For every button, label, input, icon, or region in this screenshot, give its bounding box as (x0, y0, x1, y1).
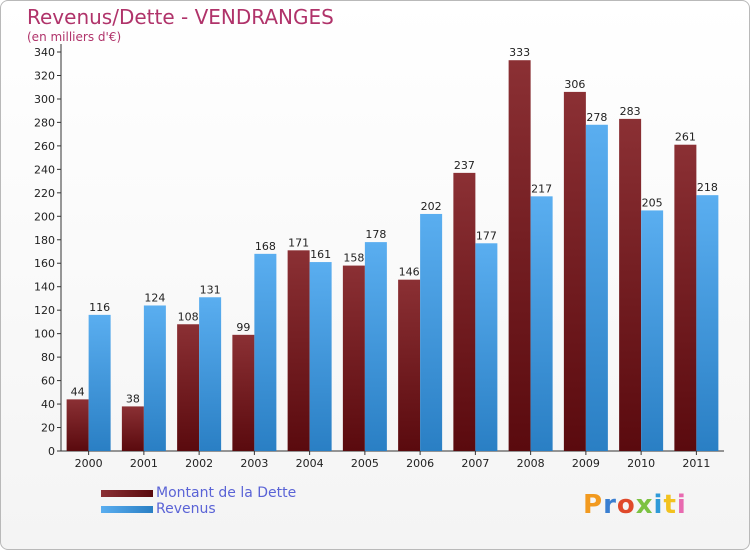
data-label-revenue: 178 (365, 228, 386, 241)
logo-letter: t (663, 490, 677, 520)
bar-revenue (88, 314, 111, 451)
data-label-debt: 237 (454, 159, 475, 172)
x-tick-label: 2002 (185, 457, 213, 470)
data-label-debt: 99 (236, 321, 250, 334)
y-tick-label: 200 (34, 210, 55, 223)
data-label-debt: 171 (288, 236, 309, 249)
bar-revenue (530, 196, 553, 451)
logo-letter: r (603, 490, 617, 520)
bar-revenue (143, 305, 166, 451)
x-tick-label: 2004 (296, 457, 324, 470)
data-label-debt: 146 (399, 266, 420, 279)
y-tick-label: 80 (41, 351, 55, 364)
y-tick-label: 220 (34, 187, 55, 200)
data-label-revenue: 205 (642, 196, 663, 209)
chart-bars (66, 60, 719, 452)
data-label-revenue: 168 (255, 240, 276, 253)
x-tick-label: 2011 (682, 457, 710, 470)
y-tick-label: 120 (34, 304, 55, 317)
x-tick-label: 2005 (351, 457, 379, 470)
bar-revenue (420, 213, 443, 451)
data-label-revenue: 217 (531, 182, 552, 195)
y-tick-label: 300 (34, 93, 55, 106)
x-tick-label: 2008 (517, 457, 545, 470)
y-tick-label: 240 (34, 163, 55, 176)
bar-debt (232, 334, 255, 451)
data-label-revenue: 116 (89, 301, 110, 314)
y-tick-label: 0 (48, 445, 55, 458)
logo-letter: i (676, 490, 687, 520)
data-label-debt: 108 (178, 310, 199, 323)
y-tick-label: 20 (41, 422, 55, 435)
bar-revenue (254, 253, 277, 451)
data-label-debt: 283 (620, 105, 641, 118)
bar-debt (398, 279, 421, 451)
y-tick-label: 140 (34, 281, 55, 294)
data-label-debt: 158 (343, 252, 364, 265)
y-tick-label: 160 (34, 257, 55, 270)
bar-revenue (696, 195, 719, 451)
chart-axes: 0 20 40 60 80 100 120 140 160 180 200 220 240 260 280 3… (34, 44, 724, 470)
logo-letter: o (616, 490, 636, 520)
chart-title: Revenus/Dette - VENDRANGES (27, 5, 334, 29)
bar-revenue (641, 210, 664, 451)
x-tick-label: 2006 (406, 457, 434, 470)
bar-debt (121, 406, 144, 451)
legend-label-debt: Montant de la Dette (156, 485, 297, 501)
data-label-debt: 44 (71, 385, 85, 398)
data-label-revenue: 161 (310, 248, 331, 261)
data-label-debt: 306 (564, 78, 585, 91)
y-tick-label: 340 (34, 46, 55, 59)
bar-debt (508, 60, 531, 451)
bar-revenue (199, 297, 222, 451)
y-tick-label: 320 (34, 69, 55, 82)
bar-revenue (585, 124, 608, 452)
bar-revenue (364, 242, 387, 451)
data-label-revenue: 202 (421, 200, 442, 213)
proxiti-logo: Proxiti (583, 490, 687, 520)
chart-subtitle: (en milliers d'€) (27, 30, 122, 44)
x-tick-label: 2000 (75, 457, 103, 470)
bar-debt (177, 324, 200, 451)
logo-letter: x (635, 490, 654, 520)
y-tick-label: 180 (34, 234, 55, 247)
x-tick-label: 2010 (627, 457, 655, 470)
logo-letter: P (583, 490, 604, 520)
bar-debt (66, 399, 89, 451)
data-label-revenue: 124 (144, 291, 165, 304)
data-label-revenue: 177 (476, 229, 497, 242)
bar-debt (342, 265, 365, 451)
y-tick-label: 100 (34, 328, 55, 341)
x-tick-label: 2007 (461, 457, 489, 470)
legend-swatch-revenue (101, 506, 153, 513)
data-label-debt: 38 (126, 392, 140, 405)
legend-label-revenue: Revenus (156, 501, 216, 517)
data-label-revenue: 278 (586, 111, 607, 124)
bar-debt (619, 118, 642, 451)
legend-swatch-debt (101, 490, 153, 497)
bar-debt (563, 91, 586, 452)
bar-debt (453, 172, 476, 451)
x-tick-label: 2001 (130, 457, 158, 470)
x-tick-label: 2009 (572, 457, 600, 470)
data-label-debt: 333 (509, 46, 530, 59)
y-tick-label: 280 (34, 116, 55, 129)
y-tick-label: 60 (41, 375, 55, 388)
logo-letter: i (653, 490, 664, 520)
data-label-debt: 261 (675, 131, 696, 144)
bar-revenue (309, 262, 332, 451)
bar-debt (674, 144, 697, 452)
x-tick-label: 2003 (240, 457, 268, 470)
data-label-revenue: 218 (697, 181, 718, 194)
bar-revenue (475, 243, 498, 451)
bar-debt (287, 250, 310, 451)
y-tick-label: 260 (34, 140, 55, 153)
data-label-revenue: 131 (200, 283, 221, 296)
y-tick-label: 40 (41, 398, 55, 411)
